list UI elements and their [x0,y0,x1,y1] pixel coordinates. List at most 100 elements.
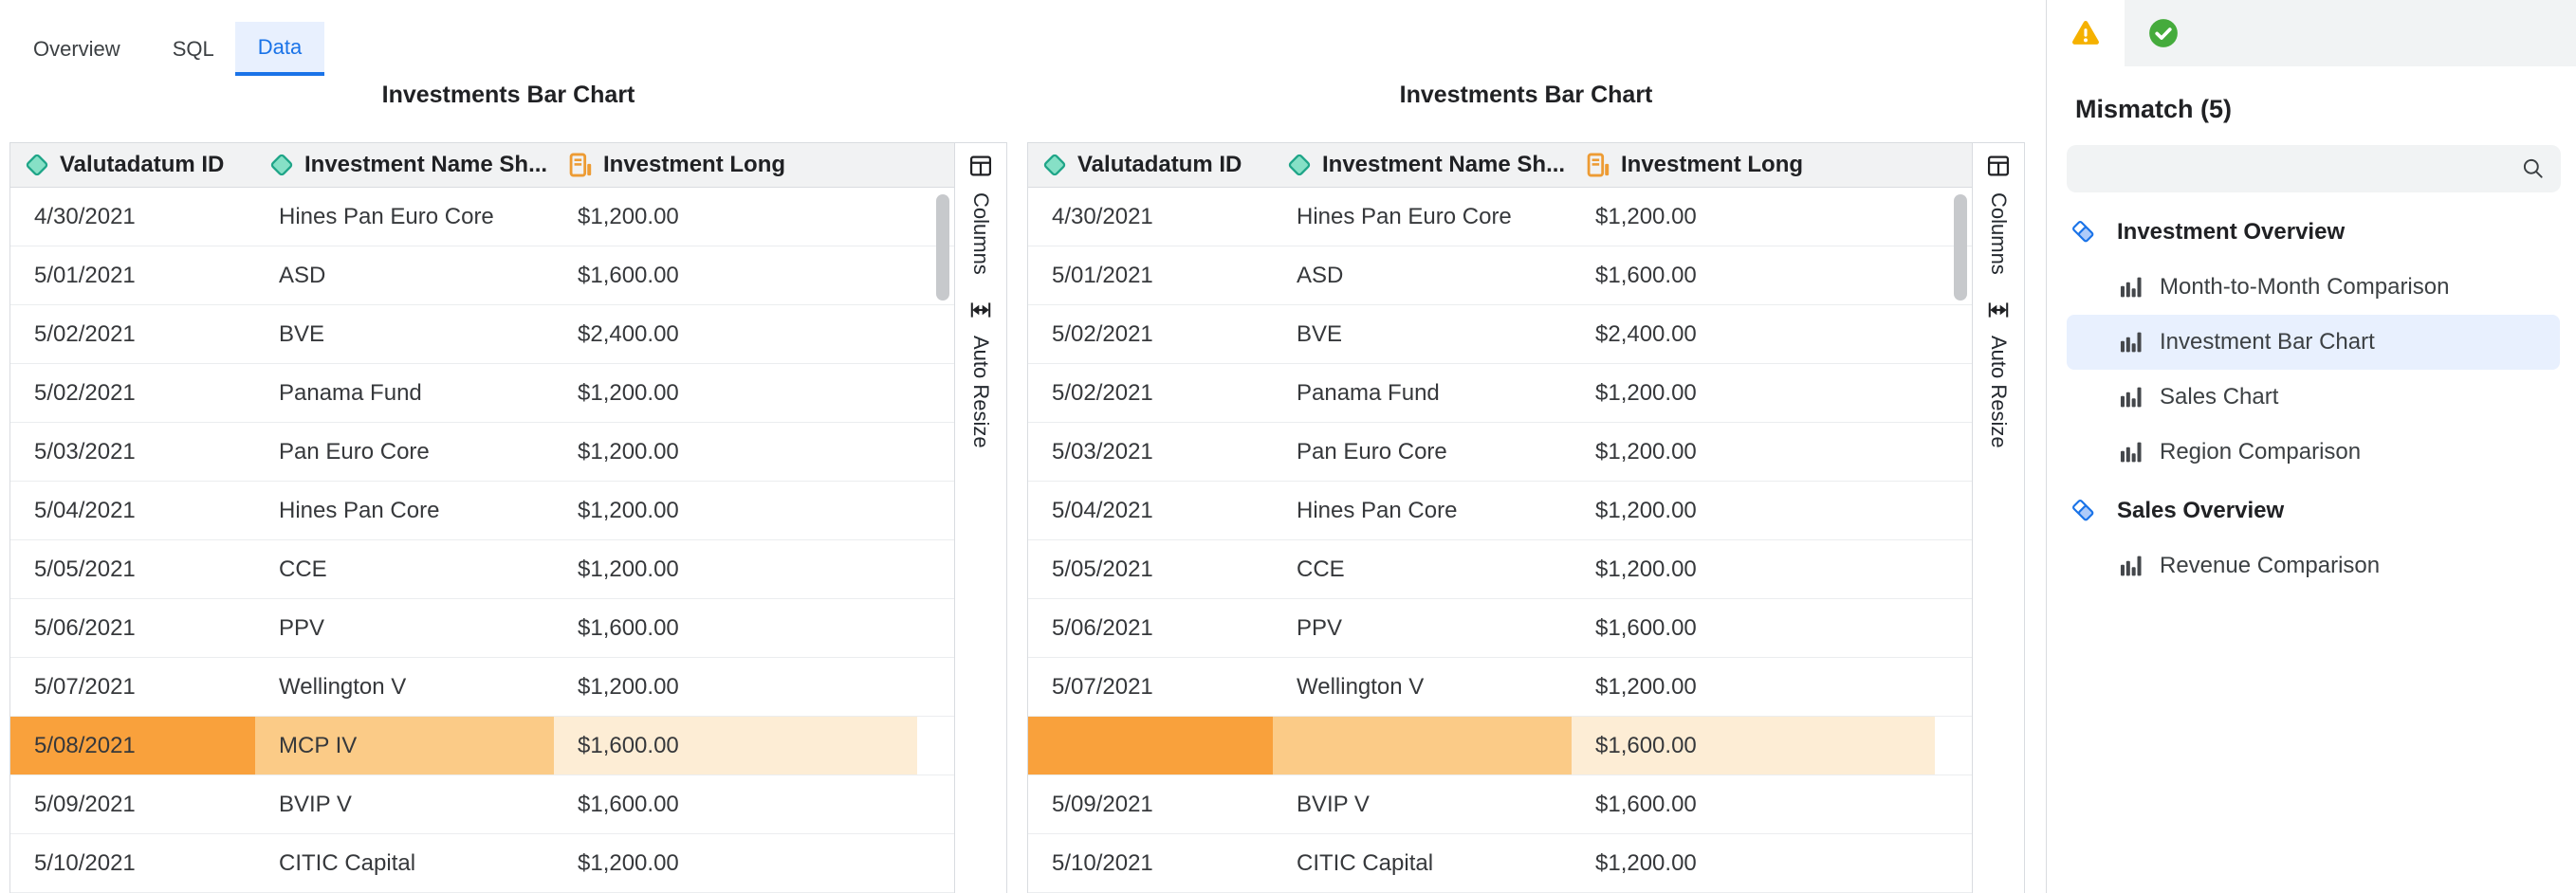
table-cell[interactable]: 5/02/2021 [34,379,136,406]
table-cell[interactable]: $1,600.00 [554,717,917,775]
column-header-dimension[interactable]: Investment Name Sh... [1273,143,1572,187]
table-cell[interactable]: 5/07/2021 [34,673,136,700]
tab-sql[interactable]: SQL [172,36,214,61]
table-cell[interactable]: BVE [1297,320,1343,347]
columns-panel-button[interactable]: Columns [967,153,994,275]
table-cell[interactable] [1273,717,1572,775]
table-cell[interactable]: Wellington V [1297,673,1425,700]
table-cell[interactable]: CITIC Capital [1297,849,1434,876]
column-header-dimension[interactable]: Valutadatum ID [10,143,255,187]
table-cell[interactable]: $1,200.00 [578,379,679,406]
table-cell[interactable]: 5/02/2021 [1052,379,1153,406]
tab-overview[interactable]: Overview [33,36,120,61]
table-cell[interactable]: 5/04/2021 [34,497,136,523]
table-cell[interactable]: $1,200.00 [1595,673,1697,700]
tree-item-revenue-comparison[interactable]: Revenue Comparison [2067,538,2560,593]
table-cell[interactable]: BVE [279,320,325,347]
column-header-measure[interactable]: Investment Long [1572,143,1935,187]
table-cell[interactable]: Hines Pan Core [279,497,440,523]
tree-item-region-comparison[interactable]: Region Comparison [2067,425,2560,480]
table-cell[interactable]: $1,600.00 [578,262,679,288]
column-header-dimension[interactable]: Valutadatum ID [1028,143,1273,187]
table-cell[interactable]: 5/05/2021 [34,556,136,582]
table-cell[interactable]: $2,400.00 [1595,320,1697,347]
table-cell[interactable]: ASD [279,262,326,288]
sidebar-tab-match[interactable] [2125,0,2202,66]
table-cell[interactable]: Panama Fund [279,379,422,406]
table-cell[interactable]: CCE [279,556,327,582]
table-cell[interactable]: $1,600.00 [1595,614,1697,641]
table-cell[interactable]: $1,200.00 [1595,497,1697,523]
search-input[interactable] [2067,145,2561,192]
table-cell[interactable]: PPV [1297,614,1343,641]
table-cell[interactable]: $1,200.00 [578,556,679,582]
search-icon [2523,158,2543,178]
table-cell[interactable]: $1,600.00 [1572,717,1935,775]
tab-data[interactable]: Data [234,22,325,76]
sidebar-tab-mismatch[interactable] [2047,0,2125,66]
table-cell[interactable]: $1,600.00 [578,791,679,817]
table-cell[interactable]: $1,200.00 [578,497,679,523]
table-cell[interactable] [1028,717,1273,775]
table-cell[interactable]: Wellington V [279,673,407,700]
search-icon [2521,156,2546,181]
table-cell[interactable]: 5/06/2021 [34,614,136,641]
table-cell[interactable]: $1,200.00 [578,203,679,229]
vertical-scrollbar-thumb[interactable] [1954,194,1967,301]
table-cell[interactable]: 5/01/2021 [1052,262,1153,288]
table-cell[interactable]: $1,600.00 [578,614,679,641]
table-cell[interactable]: 5/02/2021 [1052,320,1153,347]
table-cell[interactable]: $1,600.00 [1595,791,1697,817]
table-cell[interactable]: $2,400.00 [578,320,679,347]
table-cell[interactable]: 4/30/2021 [1052,203,1153,229]
columns-panel-button[interactable]: Columns [1985,153,2012,275]
table-cell[interactable]: 5/10/2021 [34,849,136,876]
table-cell[interactable]: ASD [1297,262,1344,288]
auto-resize-button[interactable]: Auto Resize [968,298,993,447]
table-cell[interactable]: MCP IV [255,717,554,775]
table-cell[interactable]: CCE [1297,556,1345,582]
tree-item-sales-chart[interactable]: Sales Chart [2067,370,2560,425]
table-cell[interactable]: PPV [279,614,325,641]
tree-item-month-to-month-comparison[interactable]: Month-to-Month Comparison [2067,260,2560,315]
table-cell[interactable]: 5/03/2021 [1052,438,1153,465]
table-cell[interactable]: 5/07/2021 [1052,673,1153,700]
table-cell[interactable]: $1,200.00 [1595,203,1697,229]
table-cell[interactable]: 5/08/2021 [10,717,255,775]
table-cell[interactable]: $1,200.00 [578,673,679,700]
table-cell[interactable]: 5/01/2021 [34,262,136,288]
table-cell[interactable]: 5/09/2021 [1052,791,1153,817]
table-cell[interactable]: 5/03/2021 [34,438,136,465]
table-cell[interactable]: BVIP V [1297,791,1370,817]
table-cell[interactable]: 5/02/2021 [34,320,136,347]
table-cell[interactable]: 5/05/2021 [1052,556,1153,582]
column-header-measure[interactable]: Investment Long [554,143,917,187]
table-cell[interactable]: CITIC Capital [279,849,416,876]
table-cell[interactable]: BVIP V [279,791,352,817]
table-cell[interactable]: Pan Euro Core [279,438,430,465]
table-cell[interactable]: 4/30/2021 [34,203,136,229]
table-cell[interactable]: $1,200.00 [1595,849,1697,876]
column-header-dimension[interactable]: Investment Name Sh... [255,143,554,187]
table-cell[interactable]: $1,200.00 [578,849,679,876]
table-cell[interactable]: Hines Pan Core [1297,497,1458,523]
table-cell[interactable]: 5/04/2021 [1052,497,1153,523]
tree-section-sales-overview[interactable]: Sales Overview [2047,483,2576,538]
table-cell[interactable]: $1,600.00 [1595,262,1697,288]
table-cell[interactable]: Hines Pan Euro Core [1297,203,1512,229]
table-cell[interactable]: 5/06/2021 [1052,614,1153,641]
table-cell[interactable]: $1,200.00 [578,438,679,465]
table-cell[interactable]: Hines Pan Euro Core [279,203,494,229]
tree-item-investment-bar-chart[interactable]: Investment Bar Chart [2067,315,2560,370]
tree-section-investment-overview[interactable]: Investment Overview [2047,205,2576,260]
table-cell[interactable]: $1,200.00 [1595,556,1697,582]
table-cell[interactable]: $1,200.00 [1595,438,1697,465]
table-cell[interactable]: Pan Euro Core [1297,438,1447,465]
table-cell[interactable]: 5/10/2021 [1052,849,1153,876]
table-cell-filler [1935,540,1972,598]
table-cell[interactable]: 5/09/2021 [34,791,136,817]
auto-resize-button[interactable]: Auto Resize [1986,298,2011,447]
table-cell[interactable]: $1,200.00 [1595,379,1697,406]
table-cell[interactable]: Panama Fund [1297,379,1440,406]
vertical-scrollbar-thumb[interactable] [936,194,949,301]
